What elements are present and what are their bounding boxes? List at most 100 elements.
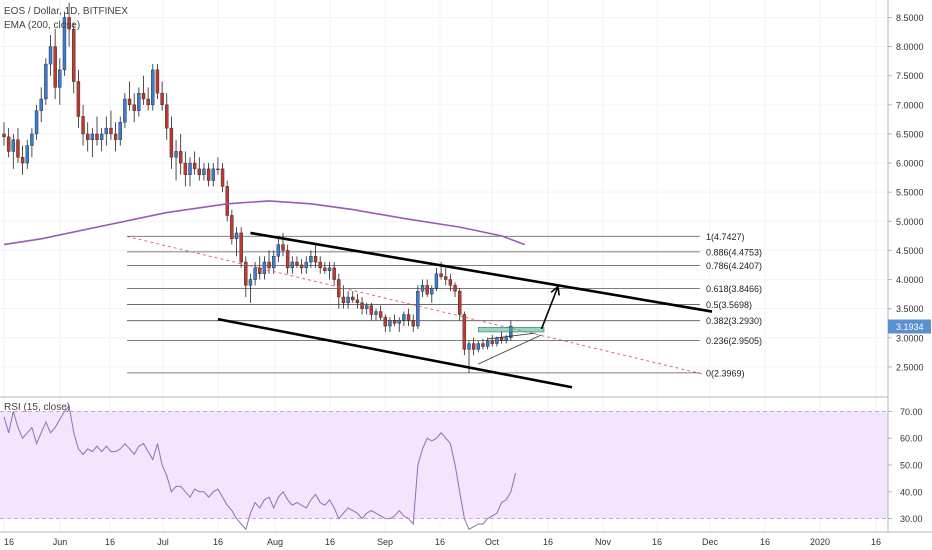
- price-tick-label-7: 5.0000: [896, 217, 924, 227]
- time-tick-label-6: 16: [325, 537, 335, 547]
- candle-body-75: [351, 296, 355, 301]
- candle-body-73: [341, 296, 346, 304]
- channel-lower-line: [217, 317, 573, 389]
- price-tick-label-1: 8.0000: [896, 42, 924, 52]
- candle-body-106: [495, 337, 499, 344]
- price-tick-label-8: 4.5000: [896, 246, 924, 256]
- candle-body-17: [81, 116, 85, 135]
- candle-body-13: [62, 17, 67, 71]
- time-tick-label-16: 16: [871, 537, 881, 547]
- candle-body-88: [411, 320, 415, 327]
- time-tick-label-10: 16: [543, 537, 553, 547]
- candle-body-6: [30, 133, 34, 146]
- candle-body-65: [304, 261, 308, 269]
- candle-body-76: [355, 299, 360, 304]
- time-tick-label-14: 16: [760, 537, 770, 547]
- candle-body-19: [90, 133, 95, 140]
- time-tick-label-9: Oct: [485, 537, 500, 547]
- candle-body-10: [48, 46, 53, 65]
- price-tick-label-0: 8.5000: [896, 13, 924, 23]
- dashed-trend-line: [126, 235, 703, 375]
- candle-body-37: [174, 151, 178, 158]
- candle-body-8: [39, 98, 43, 111]
- candle-body-102: [476, 343, 480, 350]
- time-tick-label-12: 16: [652, 537, 662, 547]
- candle-body-87: [406, 314, 411, 321]
- candle-body-34: [160, 92, 164, 106]
- candle-body-103: [481, 343, 485, 347]
- candle-body-57: [267, 261, 271, 269]
- candle-body-92: [430, 288, 434, 295]
- price-tick-label-9: 4.0000: [896, 275, 924, 285]
- candle-body-90: [420, 285, 425, 292]
- candle-body-84: [392, 320, 397, 324]
- candle-body-47: [220, 168, 225, 187]
- candle-body-38: [178, 151, 183, 164]
- rsi-band: [0, 411, 888, 519]
- candle-body-1: [6, 136, 11, 152]
- candle-body-97: [453, 285, 457, 292]
- time-tick-label-1: Jun: [53, 537, 68, 547]
- time-tick-label-7: Sep: [377, 537, 393, 547]
- time-tick-label-8: 16: [435, 537, 445, 547]
- candle-body-81: [378, 311, 383, 318]
- candle-body-62: [290, 261, 294, 269]
- time-tick-label-15: 2020: [810, 537, 830, 547]
- fib-label-4: 0.5(3.5698): [706, 300, 752, 310]
- time-tick-label-13: Dec: [702, 537, 719, 547]
- fib-label-0: 1(4.7427): [706, 232, 745, 242]
- channel-upper-line: [250, 231, 713, 313]
- fib-label-5: 0.382(3.2930): [706, 316, 762, 326]
- candle-body-43: [202, 168, 206, 175]
- candle-body-27: [127, 98, 132, 106]
- rsi-legend: RSI (15, close): [4, 402, 71, 413]
- price-tick-label-2: 7.5000: [896, 71, 924, 81]
- consolidation-box: [477, 326, 545, 333]
- candle-body-44: [206, 168, 211, 181]
- candle-body-68: [318, 261, 322, 269]
- candle-body-79: [369, 305, 374, 315]
- candle-body-77: [360, 302, 364, 309]
- fibonacci-retracement[interactable]: 1(4.7427) 0.886(4.4753) 0.786(4.2407) 0.618…: [127, 232, 762, 379]
- candle-body-18: [85, 133, 90, 140]
- candle-body-60: [281, 244, 285, 251]
- ema-legend: EMA (200, close): [4, 20, 81, 31]
- rsi-tick-label-0: 70.00: [900, 407, 923, 417]
- candle-body-71: [332, 267, 336, 280]
- candle-body-11: [53, 46, 57, 88]
- candle-body-53: [248, 279, 253, 286]
- trend-drawings[interactable]: [126, 231, 713, 389]
- rsi-tick-label-1: 60.00: [900, 434, 923, 444]
- candle-body-35: [165, 104, 169, 129]
- candle-body-108: [504, 337, 508, 341]
- time-tick-label-0: 16: [4, 537, 14, 547]
- candle-body-21: [99, 133, 104, 140]
- candle-body-30: [141, 92, 146, 100]
- triangle-upper-line: [487, 332, 536, 340]
- candle-body-52: [244, 261, 248, 286]
- candle-body-89: [416, 290, 420, 327]
- time-tick-label-3: Jul: [157, 537, 169, 547]
- candle-body-95: [444, 276, 448, 280]
- candle-body-9: [44, 63, 48, 100]
- candle-body-105: [490, 340, 494, 344]
- candle-body-70: [327, 267, 332, 271]
- fib-label-3: 0.618(3.8466): [706, 284, 762, 294]
- candle-body-61: [285, 250, 290, 269]
- candle-body-104: [485, 340, 490, 347]
- candle-body-63: [295, 261, 299, 266]
- time-tick-label-4: 16: [213, 537, 223, 547]
- candle-body-48: [225, 186, 229, 216]
- candle-body-32: [151, 69, 155, 106]
- candle-body-20: [95, 133, 99, 140]
- candle-body-40: [188, 162, 192, 175]
- candle-body-80: [374, 311, 378, 315]
- triangle-lower-line: [478, 334, 542, 365]
- candle-body-107: [499, 337, 504, 341]
- candle-body-24: [113, 133, 118, 140]
- rsi-tick-label-2: 50.00: [900, 461, 923, 471]
- candle-body-50: [234, 232, 239, 239]
- candle-body-28: [132, 104, 136, 111]
- price-tick-label-10: 3.5000: [896, 304, 924, 314]
